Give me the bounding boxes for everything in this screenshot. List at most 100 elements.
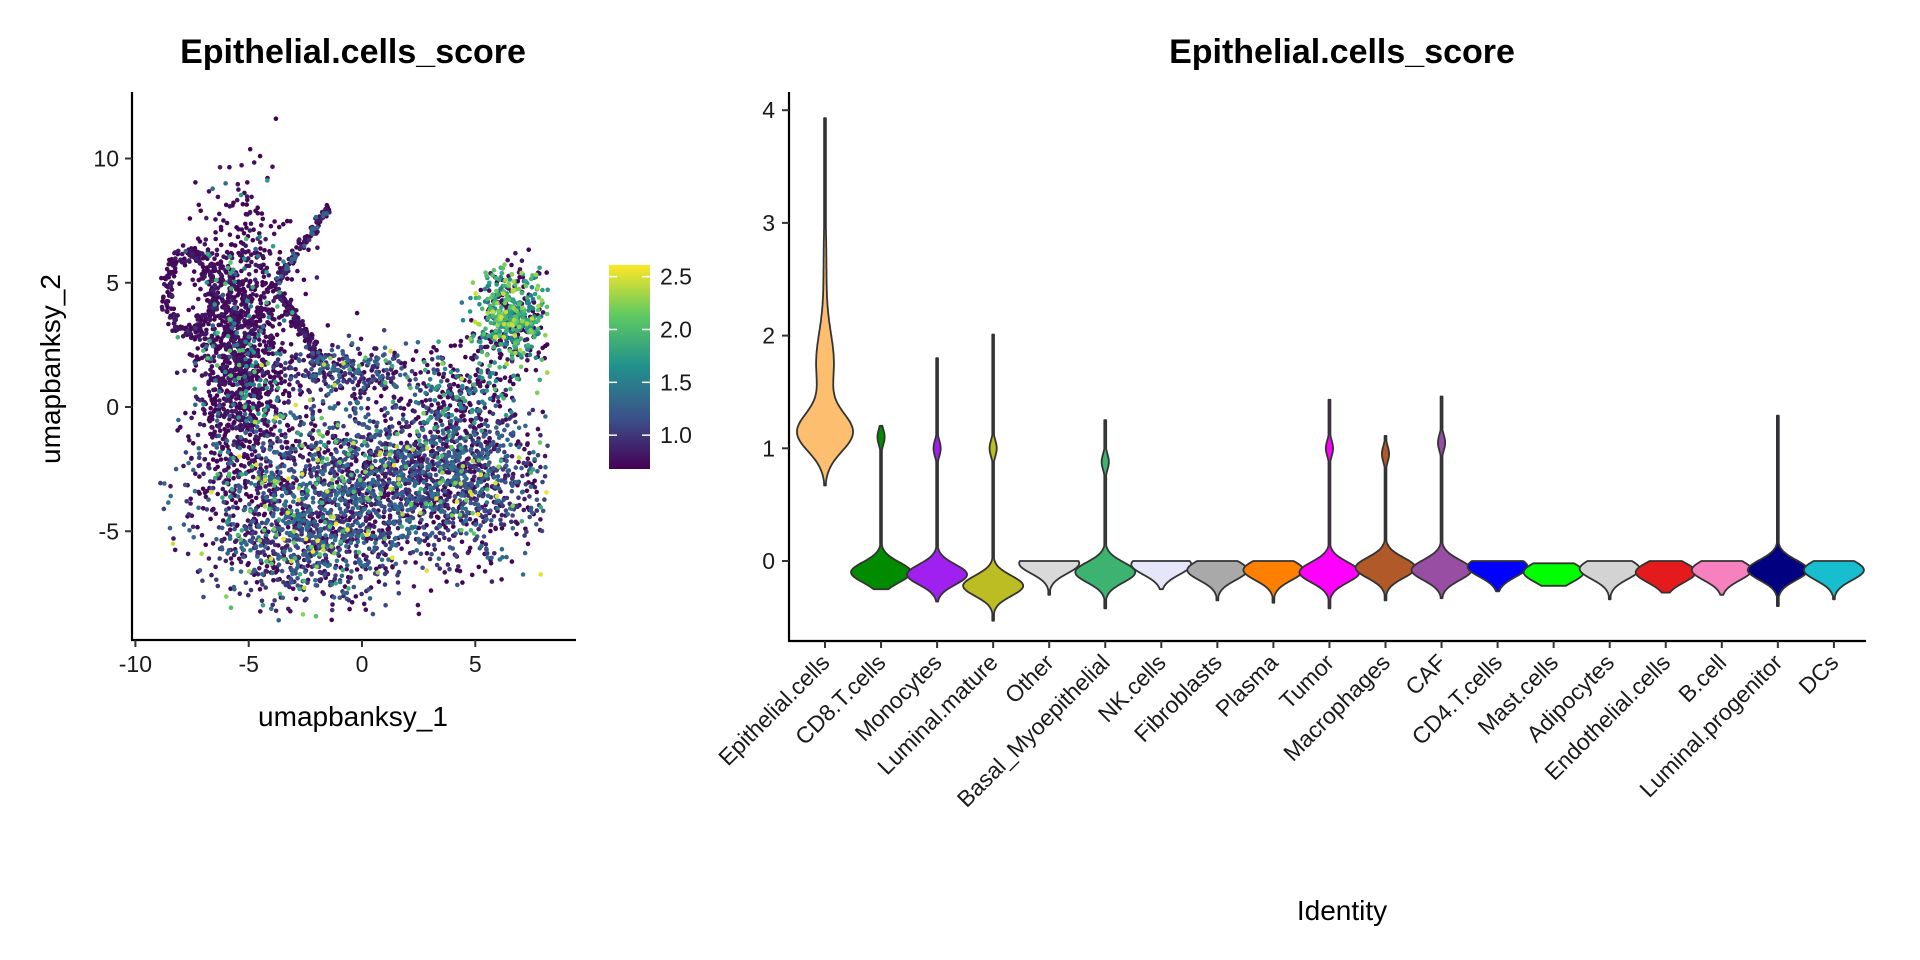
umap-point <box>292 317 297 322</box>
umap-point <box>213 402 218 408</box>
umap-point <box>485 344 490 350</box>
umap-point <box>238 569 244 574</box>
umap-point <box>287 450 293 455</box>
umap-point <box>246 272 252 277</box>
umap-point <box>257 153 263 159</box>
umap-point <box>435 367 440 373</box>
umap-point <box>288 446 294 451</box>
umap-point <box>276 373 281 379</box>
umap-point <box>267 374 273 379</box>
umap-point <box>296 332 301 337</box>
umap-point <box>344 566 350 572</box>
umap-point <box>246 283 251 289</box>
umap-point <box>237 410 243 416</box>
umap-point <box>236 320 241 325</box>
umap-point <box>196 455 202 461</box>
umap-point <box>228 367 234 373</box>
umap-point <box>289 277 295 282</box>
umap-point <box>377 375 383 381</box>
umap-point <box>201 594 206 600</box>
umap-point <box>313 578 318 583</box>
umap-point <box>198 286 203 292</box>
umap-point <box>164 309 169 314</box>
umap-point <box>393 369 399 375</box>
umap-point <box>226 397 232 403</box>
umap-point <box>262 281 267 287</box>
umap-point <box>174 370 180 376</box>
umap-point <box>280 595 286 601</box>
umap-point <box>314 275 320 280</box>
umap-point <box>214 537 219 542</box>
umap-point <box>209 424 214 430</box>
umap-point <box>449 438 455 444</box>
umap-point <box>400 465 405 470</box>
umap-point <box>288 576 293 581</box>
umap-point <box>285 276 290 282</box>
umap-point <box>454 408 459 413</box>
umap-point <box>374 400 379 405</box>
umap-point <box>320 470 325 475</box>
umap-point <box>486 288 492 293</box>
umap-point <box>287 382 292 387</box>
umap-point <box>237 401 242 407</box>
umap-point <box>217 165 223 170</box>
umap-point <box>444 482 450 487</box>
umap-point <box>487 429 492 435</box>
umap-point <box>241 554 246 560</box>
umap-point <box>271 493 277 498</box>
umap-point <box>239 251 244 257</box>
umap-point <box>249 458 255 464</box>
umap-point <box>357 482 363 488</box>
umap-point <box>429 350 434 355</box>
umap-point <box>171 536 176 541</box>
umap-point <box>267 251 273 256</box>
umap-point <box>218 224 224 230</box>
umap-point <box>304 596 309 602</box>
umap-point <box>478 523 483 528</box>
umap-point <box>353 594 359 599</box>
umap-point <box>415 474 420 480</box>
umap-point <box>535 469 540 474</box>
umap-point <box>302 234 308 240</box>
umap-point <box>167 315 173 320</box>
umap-point <box>233 425 239 431</box>
umap-point <box>207 372 213 378</box>
umap-point <box>471 478 476 483</box>
umap-point <box>473 522 478 527</box>
umap-point <box>482 421 488 427</box>
umap-point <box>243 293 248 298</box>
umap-point <box>256 395 262 401</box>
umap-point <box>200 578 205 583</box>
umap-point <box>328 509 333 514</box>
umap-point <box>469 355 474 361</box>
umap-point <box>221 499 226 505</box>
umap-point <box>272 374 277 380</box>
umap-point <box>231 315 237 321</box>
umap-point <box>292 462 298 467</box>
umap-point <box>513 479 519 485</box>
umap-point <box>160 299 165 304</box>
umap-point <box>207 317 213 322</box>
umap-point <box>244 382 249 388</box>
umap-point <box>241 231 247 236</box>
umap-point <box>253 434 259 439</box>
umap-point <box>228 289 234 295</box>
umap-point <box>538 517 543 522</box>
umap-point <box>248 278 253 284</box>
umap-point <box>437 566 443 571</box>
umap-point <box>363 607 369 612</box>
umap-point <box>231 513 236 518</box>
umap-point <box>285 524 291 530</box>
umap-point <box>484 550 490 556</box>
umap-point <box>458 418 463 423</box>
umap-point <box>346 333 352 339</box>
umap-point <box>186 258 192 263</box>
umap-point <box>458 391 463 397</box>
umap-point <box>358 395 363 400</box>
umap-point <box>325 363 330 368</box>
umap-point <box>354 567 360 572</box>
umap-point <box>279 493 285 499</box>
umap-point <box>358 575 363 581</box>
umap-point <box>182 482 188 488</box>
umap-point <box>344 363 349 369</box>
